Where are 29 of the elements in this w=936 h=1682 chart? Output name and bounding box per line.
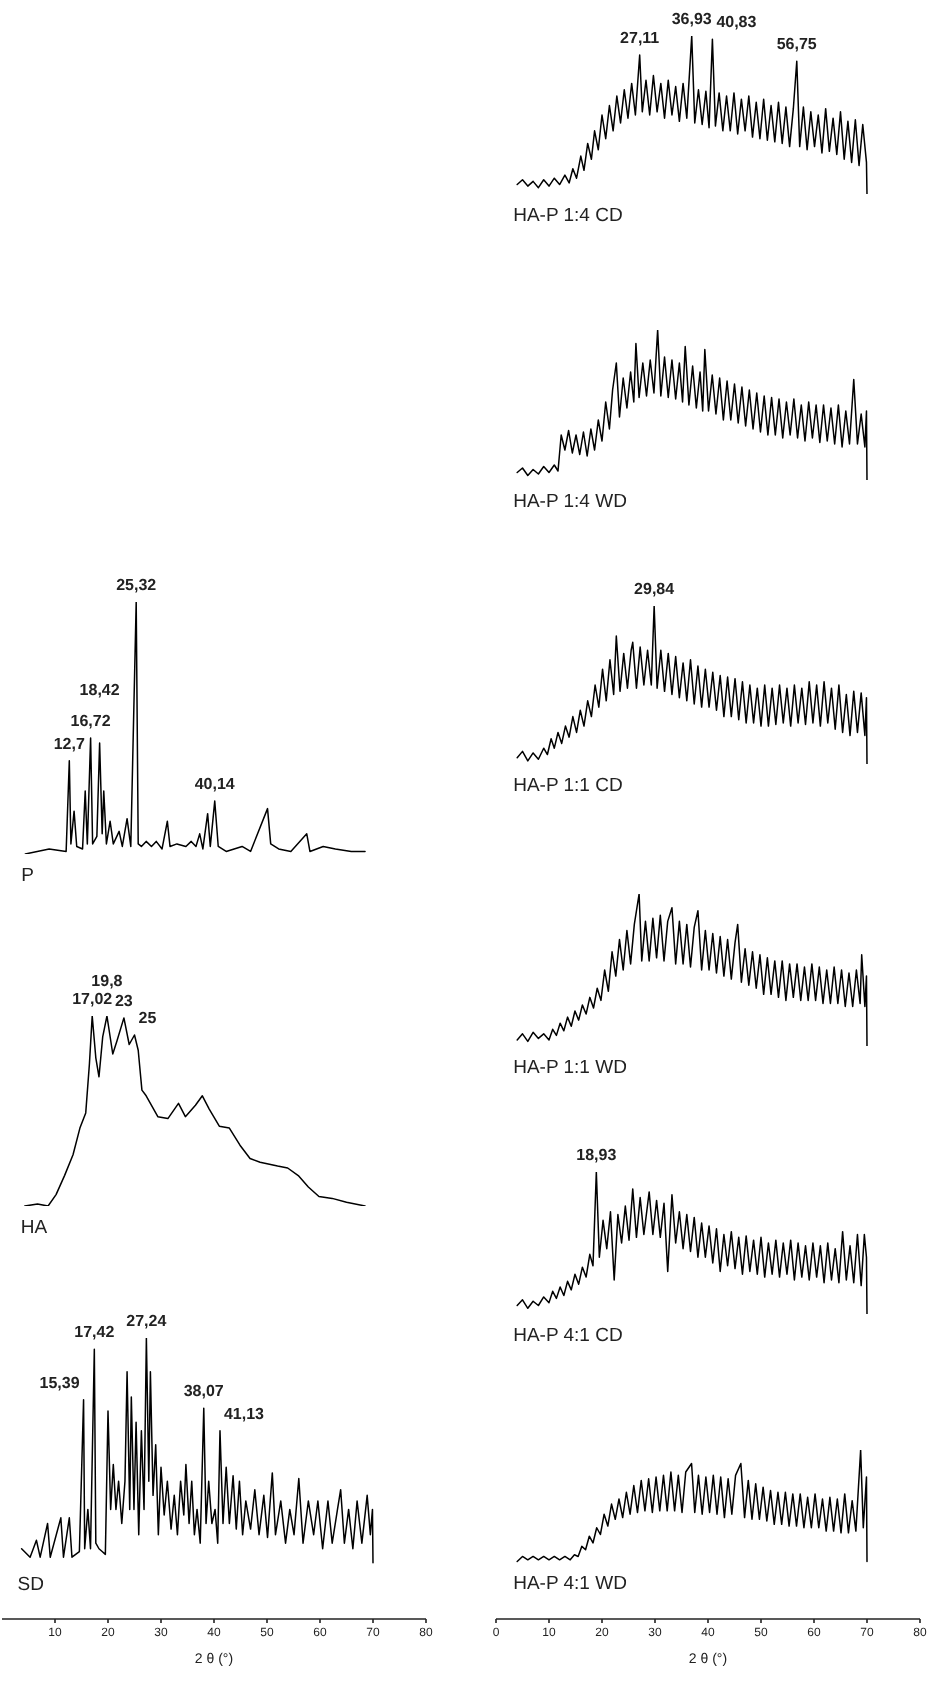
annotation: 41,13 <box>223 1404 266 1423</box>
annotation: 36,93 <box>671 10 713 28</box>
annotation: 12,7 <box>53 734 86 753</box>
annotation: 40,83 <box>716 13 758 32</box>
annotation: 18,93 <box>576 1146 618 1164</box>
annotation: 15,39 <box>39 1373 81 1392</box>
annotation: 25 <box>138 1009 158 1027</box>
annotation: 38,07 <box>183 1382 225 1401</box>
annotation: 17,02 <box>72 990 114 1008</box>
annotation: 27,24 <box>126 1312 168 1330</box>
annotation: 29,84 <box>634 580 676 598</box>
series-label: HA-P 4:1 WD <box>513 1572 628 1595</box>
annotation: 16,72 <box>70 712 112 731</box>
annotation: 56,75 <box>776 35 818 54</box>
annotation: 40,14 <box>194 775 236 794</box>
series-label: SD <box>17 1573 45 1596</box>
series-label: HA-P 4:1 CD <box>513 1325 623 1347</box>
series-label: HA-P 1:4 WD <box>513 491 628 513</box>
annotation: 27,11 <box>620 28 661 47</box>
annotation: 19,8 <box>91 972 124 990</box>
annotation: 17,42 <box>74 1323 116 1342</box>
series-label: HA-P 1:1 CD <box>513 775 623 797</box>
annotation: 23 <box>114 991 134 1010</box>
annotation: 25,32 <box>116 576 158 594</box>
series-label: HA-P 1:1 WD <box>513 1057 628 1079</box>
series-label: HA <box>20 1217 49 1239</box>
series-label: HA-P 1:4 CD <box>513 205 623 227</box>
annotation: 18,42 <box>79 681 121 700</box>
series-label: P <box>21 865 35 887</box>
